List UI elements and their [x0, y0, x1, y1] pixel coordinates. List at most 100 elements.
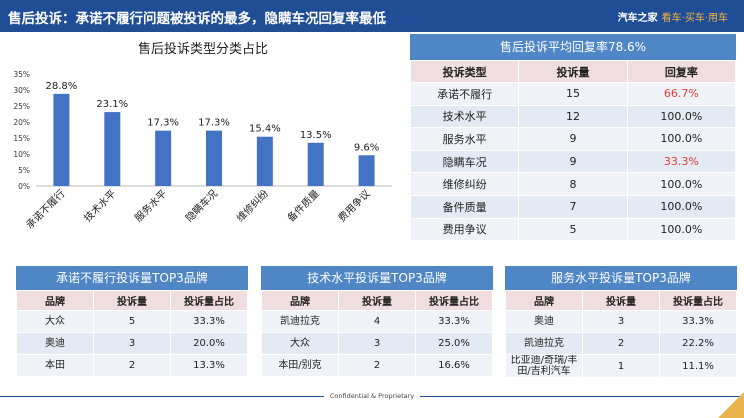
cell-rate: 66.7% [626, 82, 737, 106]
col-header-brand: 品牌 [16, 290, 94, 311]
cell-count: 2 [338, 354, 416, 377]
col-header-share: 投诉量占比 [415, 290, 493, 311]
x-tick-label: 维修纠纷 [234, 187, 271, 224]
cell-brand: 本田 [16, 354, 94, 377]
y-tick-label: 25% [13, 102, 30, 111]
cell-type: 费用争议 [409, 217, 520, 242]
cell-count: 4 [338, 310, 416, 333]
top3-technical-panel: 技术水平投诉量TOP3品牌 品牌 投诉量 投诉量占比 凯迪拉克 4 33.3% 大众 3… [261, 266, 493, 377]
cell-count: 5 [93, 310, 171, 333]
cell-count: 3 [93, 332, 171, 355]
col-header-brand: 品牌 [505, 290, 583, 311]
cell-share: 11.1% [659, 354, 737, 378]
col-header-count: 投诉量 [582, 290, 660, 311]
cell-brand: 凯迪拉克 [261, 310, 339, 333]
cell-rate: 100.0% [626, 172, 737, 196]
cell-count: 9 [518, 127, 628, 151]
page-title: 售后投诉：承诺不履行问题被投诉的最多，隐瞒车况回复率最低 [8, 11, 386, 27]
footer-text: Confidential & Proprietary [323, 392, 421, 400]
cell-share: 13.3% [170, 354, 248, 377]
cell-brand: 凯迪拉克 [505, 332, 583, 355]
bar [104, 112, 121, 186]
top3-title: 服务水平投诉量TOP3品牌 [505, 266, 737, 290]
top3-promise-panel: 承诺不履行投诉量TOP3品牌 品牌 投诉量 投诉量占比 大众 5 33.3% 奥迪 3 2… [16, 266, 248, 377]
top3-title: 技术水平投诉量TOP3品牌 [261, 266, 493, 290]
x-tick-label: 服务水平 [132, 187, 169, 224]
bar [155, 130, 172, 186]
col-header-type: 投诉类型 [409, 60, 520, 83]
cell-brand: 比亚迪/奇瑞/丰田/吉利汽车 [505, 354, 583, 378]
data-label: 17.3% [198, 118, 230, 129]
table-row: 服务水平 9 100.0% [409, 127, 737, 151]
cell-rate: 100.0% [626, 194, 737, 219]
complaint-type-chart: 售后投诉类型分类占比 0% 5% 10% 15% 20% 25% 30% 35% 28.8% 承诺… [6, 38, 400, 258]
cell-rate: 33.3% [626, 149, 737, 174]
cell-type: 隐瞒车况 [409, 149, 520, 174]
table-row: 凯迪拉克 4 33.3% [261, 310, 493, 333]
table-row: 承诺不履行 15 66.7% [409, 82, 737, 106]
y-tick-label: 30% [13, 86, 30, 95]
table-row: 本田 2 13.3% [16, 354, 248, 377]
cell-count: 5 [518, 217, 628, 242]
brand-logo: 汽车之家 看车·买车·用车 [618, 9, 728, 24]
cell-count: 2 [93, 354, 171, 377]
x-tick-label: 承诺不履行 [23, 187, 68, 232]
header-banner: 售后投诉：承诺不履行问题被投诉的最多，隐瞒车况回复率最低 汽车之家 看车·买车·用… [0, 0, 744, 32]
table-row: 备件质量 7 100.0% [409, 194, 737, 219]
cell-brand: 大众 [16, 310, 94, 333]
brand-name: 汽车之家 [617, 13, 658, 24]
reply-rate-title: 售后投诉平均回复率78.6% [410, 34, 736, 60]
table-row: 大众 3 25.0% [261, 332, 493, 355]
cell-share: 22.2% [659, 332, 737, 355]
table-row: 费用争议 5 100.0% [409, 217, 737, 242]
y-tick-label: 10% [13, 150, 30, 159]
cell-type: 维修纠纷 [409, 172, 520, 196]
data-label: 9.6% [354, 142, 379, 153]
cell-brand: 奥迪 [505, 310, 583, 333]
table-row: 技术水平 12 100.0% [409, 104, 737, 129]
top3-table: 品牌 投诉量 投诉量占比 大众 5 33.3% 奥迪 3 20.0% 本田 2 13.3% [16, 290, 248, 377]
cell-count: 12 [518, 104, 628, 129]
col-header-count: 投诉量 [338, 290, 416, 311]
y-tick-label: 0% [18, 182, 30, 191]
cell-share: 20.0% [170, 332, 248, 355]
cell-rate: 100.0% [626, 217, 737, 242]
table-row: 比亚迪/奇瑞/丰田/吉利汽车 1 11.1% [505, 354, 737, 378]
bar [358, 155, 375, 186]
table-row: 隐瞒车况 9 33.3% [409, 149, 737, 174]
table-row: 大众 5 33.3% [16, 310, 248, 333]
data-label: 13.5% [300, 130, 332, 141]
x-tick-label: 费用争议 [335, 187, 372, 224]
bar [256, 136, 273, 186]
col-header-rate: 回复率 [626, 60, 737, 83]
table-row: 维修纠纷 8 100.0% [409, 172, 737, 196]
cell-type: 服务水平 [409, 127, 520, 151]
x-tick-label: 隐瞒车况 [183, 187, 220, 224]
table-row: 凯迪拉克 2 22.2% [505, 332, 737, 355]
reply-rate-table: 投诉类型 投诉量 回复率 承诺不履行 15 66.7% 技术水平 12 100.0% 服务水… [409, 60, 737, 242]
y-tick-label: 5% [18, 166, 30, 175]
cell-count: 3 [338, 332, 416, 355]
data-label: 23.1% [96, 99, 128, 110]
cell-count: 9 [518, 149, 628, 174]
cell-type: 技术水平 [409, 104, 520, 129]
footer: Confidential & Proprietary [0, 392, 744, 400]
col-header-count: 投诉量 [518, 60, 628, 83]
top3-table: 品牌 投诉量 投诉量占比 奥迪 3 33.3% 凯迪拉克 2 22.2% 比亚迪/奇瑞/丰田… [505, 290, 737, 378]
x-tick-label: 备件质量 [284, 187, 321, 224]
data-label: 15.4% [249, 124, 281, 135]
data-label: 28.8% [46, 81, 78, 92]
col-header-share: 投诉量占比 [659, 290, 737, 311]
reply-rate-panel: 售后投诉平均回复率78.6% 投诉类型 投诉量 回复率 承诺不履行 15 66.7%… [409, 34, 737, 242]
top3-table: 品牌 投诉量 投诉量占比 凯迪拉克 4 33.3% 大众 3 25.0% 本田/别克 2 16.… [261, 290, 493, 377]
bar-chart-svg: 0% 5% 10% 15% 20% 25% 30% 35% 28.8% 承诺不履行 23.1% 技术水… [13, 70, 392, 232]
cell-brand: 本田/别克 [261, 354, 339, 377]
cell-count: 7 [518, 194, 628, 219]
data-label: 17.3% [147, 118, 179, 129]
cell-count: 8 [518, 172, 628, 196]
brand-slogan: 看车·买车·用车 [661, 13, 728, 24]
cell-count: 15 [518, 82, 628, 106]
cell-count: 3 [582, 310, 660, 333]
chart-title: 售后投诉类型分类占比 [137, 42, 268, 57]
cell-count: 2 [582, 332, 660, 355]
